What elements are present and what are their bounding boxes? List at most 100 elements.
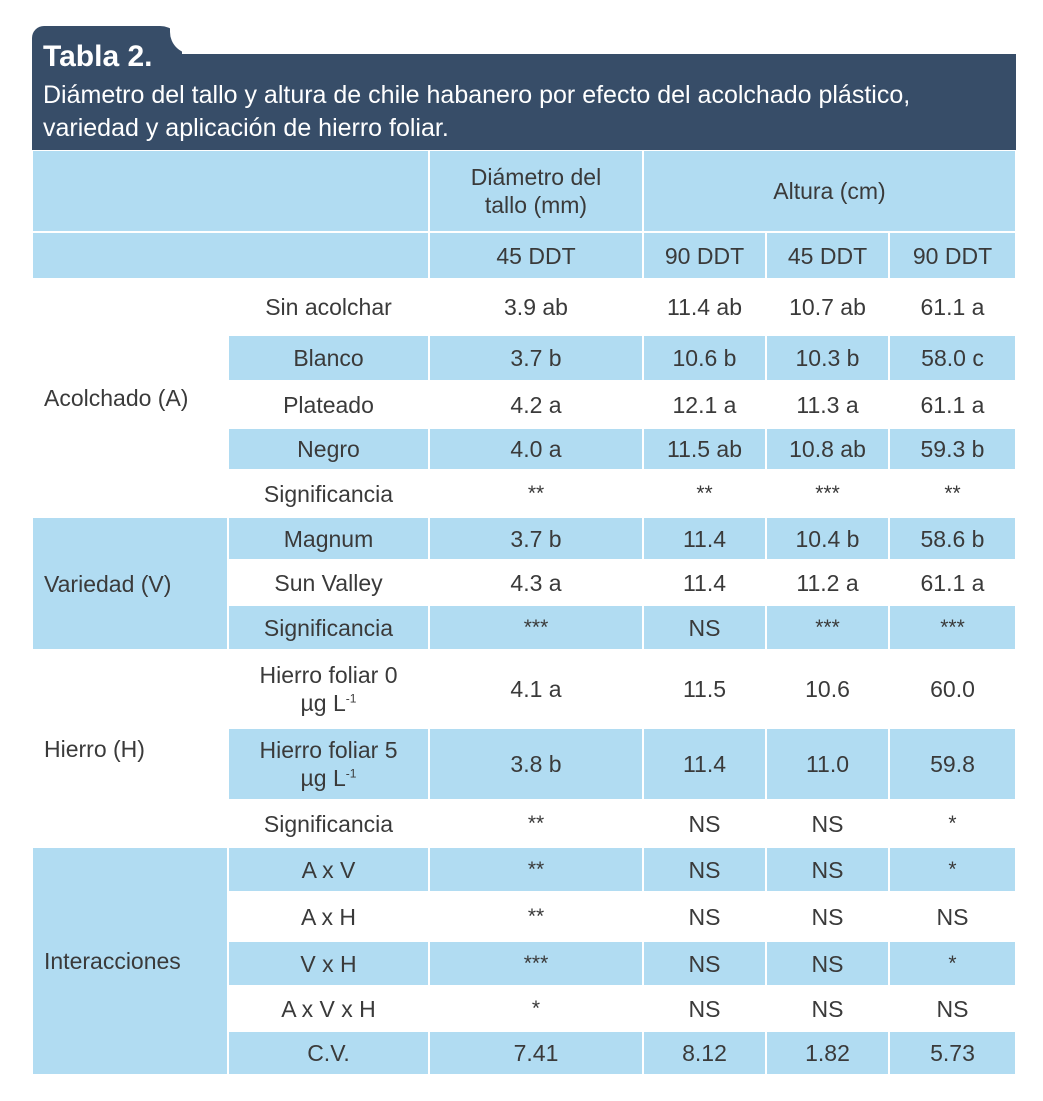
header-fill — [644, 233, 765, 278]
band-fill — [767, 606, 888, 649]
value-cell: 60.0 — [930, 676, 975, 702]
value-cell: ** — [527, 811, 545, 835]
group-label: Interacciones — [44, 948, 181, 974]
value-cell: NS — [811, 856, 844, 883]
value-cell: 11.4 — [682, 525, 727, 552]
value-cell: 61.1 a — [920, 294, 985, 320]
header-sub-0: 45 DDT — [496, 242, 576, 269]
value-cell: NS — [936, 903, 969, 930]
band-fill — [767, 518, 888, 559]
header-sub-1: 90 DDT — [664, 242, 745, 269]
band-fill — [767, 729, 888, 799]
value-cell: NS — [688, 810, 721, 837]
band-fill — [644, 336, 765, 380]
value-cell: NS — [688, 903, 721, 930]
row-label-text: Magnum — [283, 525, 374, 552]
group-fill — [33, 848, 227, 1074]
row-label-unit: µg L-1 — [300, 690, 357, 716]
band-fill — [767, 848, 888, 891]
header-altura: Altura (cm) — [773, 178, 886, 204]
header-fill — [890, 233, 1015, 278]
value-cell: 10.6 — [805, 676, 850, 702]
band-fill — [644, 729, 765, 799]
value-cell: NS — [936, 995, 969, 1022]
band-fill — [430, 429, 642, 469]
value-cell: 61.1 a — [920, 569, 985, 596]
value-cell: NS — [811, 995, 844, 1022]
header-fill — [33, 151, 428, 231]
band-fill — [767, 1032, 888, 1074]
value-cell: * — [948, 857, 957, 881]
group-label: Hierro (H) — [44, 735, 145, 762]
row-label-text: A x V — [301, 856, 356, 883]
value-cell: 10.6 b — [672, 345, 737, 371]
row-label: Sun Valley — [228, 560, 429, 605]
value-cell: ** — [527, 857, 545, 881]
row-label-text: Sun Valley — [274, 569, 383, 596]
band-fill — [890, 942, 1015, 985]
band-fill — [644, 1032, 765, 1074]
row-label-unit: µg L-1 — [300, 765, 357, 791]
value-cell: 3.8 b — [510, 751, 562, 777]
value-cell: 4.1 a — [510, 676, 562, 702]
value-cell: 1.82 — [805, 1040, 850, 1066]
table-title: Tabla 2. — [43, 40, 153, 73]
value-cell: 4.3 a — [510, 569, 562, 596]
value-cell: *** — [815, 481, 840, 505]
header-fill — [644, 151, 1015, 231]
row-label-text: A x V x H — [281, 995, 376, 1022]
row-label: A x H — [228, 892, 429, 941]
row-label: Significancia — [228, 800, 429, 847]
band-fill — [890, 429, 1015, 469]
value-cell: NS — [811, 950, 844, 977]
band-fill — [229, 729, 428, 799]
row-label: A x V — [228, 847, 429, 892]
value-cell: ** — [527, 481, 545, 505]
row-label: A x V x H — [228, 986, 429, 1031]
value-cell: * — [948, 951, 957, 975]
value-cell: 11.5 — [682, 676, 727, 702]
band-fill — [430, 606, 642, 649]
value-cell: 58.6 b — [920, 525, 985, 552]
value-cell: 11.4 — [682, 569, 727, 596]
value-cell: 11.2 a — [796, 569, 859, 596]
value-cell: 11.4 — [682, 751, 727, 777]
value-cell: 10.3 b — [795, 345, 860, 371]
header-fill — [430, 233, 642, 278]
band-fill — [890, 848, 1015, 891]
value-cell: 59.8 — [930, 751, 975, 777]
band-fill — [430, 336, 642, 380]
header-fill — [33, 233, 428, 278]
row-label: Hierro foliar 0 µg L-1 — [228, 650, 429, 728]
band-fill — [229, 942, 428, 985]
row-label-text: Plateado — [283, 391, 374, 418]
band-fill — [430, 729, 642, 799]
value-cell: 10.7 ab — [789, 294, 866, 320]
group-label: Acolchado (A) — [44, 385, 189, 411]
value-cell: *** — [523, 615, 549, 639]
value-cell: NS — [811, 810, 844, 837]
row-label: C.V. — [228, 1031, 429, 1075]
value-cell: * — [531, 996, 541, 1020]
band-fill — [890, 518, 1015, 559]
row-label-text: A x H — [301, 903, 356, 930]
value-cell: * — [948, 811, 957, 835]
band-fill — [890, 606, 1015, 649]
row-label-text: V x H — [300, 950, 357, 977]
value-cell: 3.7 b — [510, 345, 562, 371]
row-label-text: Significancia — [263, 480, 394, 507]
value-cell: ** — [696, 481, 713, 505]
band-fill — [644, 518, 765, 559]
value-cell: *** — [523, 951, 549, 975]
value-cell: 4.2 a — [510, 391, 562, 418]
header-sub-3: 90 DDT — [912, 242, 993, 269]
row-label-text: Hierro foliar 5 — [259, 737, 398, 763]
value-cell: 11.5 ab — [666, 436, 743, 462]
value-cell: 59.3 b — [920, 436, 985, 462]
value-cell: *** — [815, 615, 840, 639]
value-cell: 5.73 — [930, 1040, 975, 1066]
row-label: Plateado — [228, 381, 429, 428]
header-diametro: Diámetro del tallo (mm) — [470, 164, 602, 218]
row-label: Blanco — [228, 335, 429, 381]
row-label: V x H — [228, 941, 429, 986]
